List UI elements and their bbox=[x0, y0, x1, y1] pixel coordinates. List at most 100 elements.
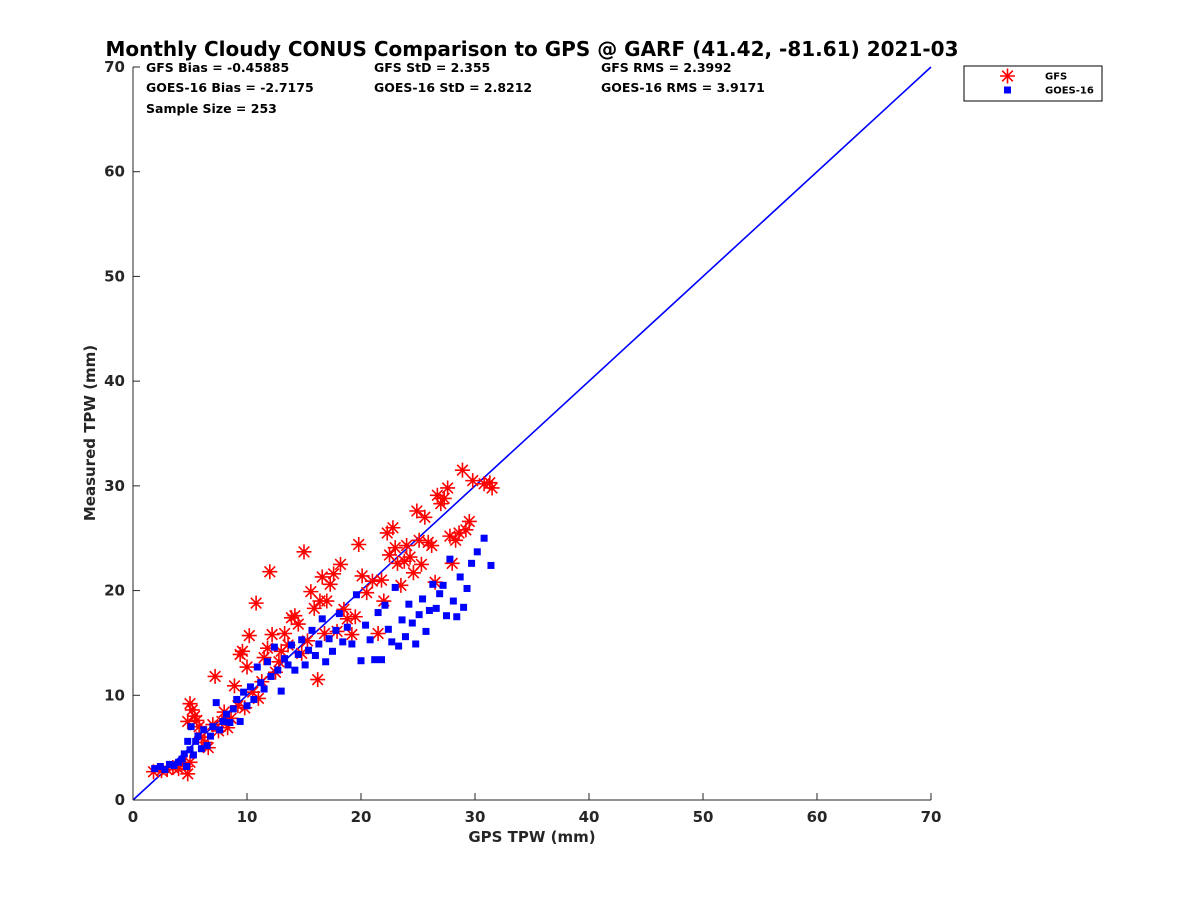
gfs-point bbox=[364, 573, 380, 589]
goes-16-point bbox=[429, 580, 437, 588]
gfs-point bbox=[389, 555, 405, 571]
goes-16-point bbox=[240, 688, 248, 696]
gfs-point bbox=[262, 564, 278, 580]
gfs-point bbox=[250, 690, 266, 706]
goes-16-point bbox=[291, 666, 299, 674]
gfs-point bbox=[347, 609, 363, 625]
gfs-point bbox=[189, 712, 205, 728]
stat-annotation: GOES-16 Bias = -2.7175 bbox=[146, 80, 314, 95]
stat-annotation: GOES-16 StD = 2.8212 bbox=[374, 80, 532, 95]
gfs-point bbox=[417, 509, 433, 525]
gfs-point bbox=[264, 627, 280, 643]
stats-annotations: GFS Bias = -0.45885 GFS StD = 2.355 GFS RM… bbox=[146, 60, 765, 116]
goes-16-point bbox=[480, 534, 488, 542]
gfs-point bbox=[332, 556, 348, 572]
legend-label-gfs: GFS bbox=[1045, 72, 1067, 83]
legend-label-goes-16: GOES-16 bbox=[1045, 86, 1094, 97]
gfs-point bbox=[230, 698, 246, 714]
goes-16-point bbox=[463, 584, 471, 592]
tick-labels: 0 10 20 30 40 50 60 70 0 10 20 30 40 50 60 70 bbox=[104, 58, 941, 826]
legend-box bbox=[963, 65, 1103, 102]
goes-16-point bbox=[374, 609, 382, 617]
gfs-point bbox=[322, 576, 338, 592]
gfs-point bbox=[351, 536, 367, 552]
axes bbox=[132, 66, 932, 801]
goes-16-point bbox=[170, 761, 178, 769]
gfs-point bbox=[287, 608, 303, 624]
chart-title: Monthly Cloudy CONUS Comparison to GPS @… bbox=[105, 37, 958, 61]
goes-16-point bbox=[348, 640, 356, 648]
gfs-point bbox=[385, 520, 401, 536]
gfs-point bbox=[260, 640, 276, 656]
gfs-point bbox=[402, 549, 418, 565]
goes-16-point bbox=[183, 762, 191, 770]
gfs-point bbox=[374, 572, 390, 588]
gfs-point bbox=[465, 473, 481, 489]
goes-16-point bbox=[436, 590, 444, 598]
goes-16-point bbox=[381, 601, 389, 609]
goes-16-point bbox=[250, 695, 258, 703]
x-tick-label: 30 bbox=[465, 808, 486, 826]
x-tick-label: 40 bbox=[579, 808, 600, 826]
goes-16-point bbox=[425, 606, 433, 614]
stat-annotation: Sample Size = 253 bbox=[146, 101, 277, 116]
goes-16-point bbox=[395, 642, 403, 650]
goes-16-point bbox=[222, 710, 230, 718]
goes-16-point bbox=[311, 651, 319, 659]
goes-16-point bbox=[352, 591, 360, 599]
goes-16-point bbox=[456, 573, 464, 581]
y-tick-label: 60 bbox=[104, 163, 125, 181]
gfs-point bbox=[220, 720, 236, 736]
goes-16-point bbox=[197, 745, 205, 753]
goes-16-point bbox=[257, 679, 265, 687]
goes-16-point bbox=[325, 635, 333, 643]
goes-16-point bbox=[422, 627, 430, 635]
data-points-layer bbox=[146, 462, 500, 782]
goes-16-point bbox=[246, 683, 254, 691]
x-tick-label: 20 bbox=[351, 808, 372, 826]
goes-16-point bbox=[401, 633, 409, 641]
y-tick-label: 10 bbox=[104, 686, 125, 704]
goes-16-point bbox=[187, 723, 195, 731]
gfs-point bbox=[171, 761, 187, 777]
goes-16-point bbox=[473, 548, 481, 556]
goes-16-point bbox=[284, 661, 292, 669]
gfs-point bbox=[396, 553, 412, 569]
stat-annotation: GFS StD = 2.355 bbox=[374, 60, 490, 75]
gfs-point bbox=[256, 650, 272, 666]
goes-16-point bbox=[301, 661, 309, 669]
gfs-point bbox=[376, 593, 392, 609]
goes-16-point bbox=[315, 640, 323, 648]
goes-16-point bbox=[186, 746, 194, 754]
goes-16-point bbox=[460, 603, 468, 611]
gfs-point bbox=[207, 668, 223, 684]
gfs-point bbox=[248, 595, 264, 611]
goes-16-point bbox=[260, 685, 268, 693]
goes-16-point bbox=[207, 732, 215, 740]
gfs-point bbox=[277, 626, 293, 642]
gfs-point bbox=[440, 480, 456, 496]
goes-16-point bbox=[151, 765, 159, 773]
y-tick-label: 70 bbox=[104, 58, 125, 76]
goes-16-point bbox=[487, 561, 495, 569]
gfs-point bbox=[182, 754, 198, 770]
goes-16-point bbox=[439, 581, 447, 589]
goes-16-point bbox=[378, 656, 386, 664]
goes-16-point bbox=[449, 597, 457, 605]
gfs-point bbox=[413, 556, 429, 572]
goes-16-point bbox=[443, 612, 450, 620]
goes-16-point bbox=[161, 766, 169, 774]
goes-16-point bbox=[253, 663, 261, 671]
goes-16-point bbox=[298, 636, 306, 644]
y-tick-label: 30 bbox=[104, 477, 125, 495]
gfs-point bbox=[283, 610, 299, 626]
gfs-point bbox=[433, 496, 449, 512]
goes-16-point bbox=[446, 555, 454, 563]
y-tick-label: 40 bbox=[104, 372, 125, 390]
gfs-point bbox=[234, 643, 250, 659]
goes-16-point bbox=[156, 762, 164, 770]
gfs-point bbox=[303, 584, 319, 600]
goes-16-point bbox=[405, 600, 413, 608]
goes-16-point bbox=[384, 625, 392, 633]
